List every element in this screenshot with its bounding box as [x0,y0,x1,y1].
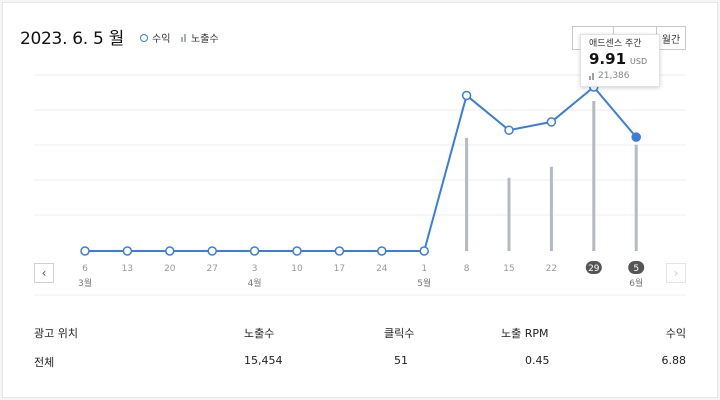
tooltip-impressions: 21,386 [598,71,630,81]
tooltip-value-row: 9.91 USD [589,50,651,71]
impressions-bar [465,137,469,251]
impressions-bar [507,177,511,251]
revenue-point [292,246,302,256]
month-label: 4월 [248,277,262,289]
tooltip-value: 9.91 [589,50,627,68]
cell-impressions: 15,454 [244,354,283,367]
cell-clicks: 51 [394,354,408,367]
legend-revenue: 수익 [140,30,170,45]
revenue-point [207,246,217,256]
revenue-point [377,246,387,256]
impressions-bar [549,166,553,251]
revenue-point [249,246,260,256]
tick-highlight [628,261,645,274]
revenue-point [461,90,472,101]
chart-prev-button[interactable]: ‹ [34,263,54,283]
cell-revenue: 6.88 [661,354,687,367]
legend-impressions-label: 노출수 [191,34,219,45]
month-label: 3월 [78,277,92,289]
col-revenue: 수익 [665,327,686,340]
x-tick-label: 29 [588,264,600,274]
impressions-icon [589,73,595,80]
x-tick-label: 3 [252,264,258,274]
x-tick-label: 22 [546,264,557,274]
tooltip-unit: USD [630,57,648,66]
revenue-legend-icon [140,33,148,42]
tooltip-title: 애드센스 주간 [589,39,642,49]
x-tick-label: 8 [464,264,470,274]
col-ad-position: 광고 위치 [34,327,78,340]
revenue-point [504,125,514,135]
revenue-line [85,86,637,252]
chevron-left-icon: ‹ [41,266,47,280]
legend-revenue-label: 수익 [152,34,171,45]
tick-highlight [585,261,602,274]
x-tick-label: 15 [503,264,514,274]
chevron-right-icon: › [673,266,679,280]
x-tick-label: 13 [122,264,133,274]
x-tick-label: 10 [291,264,303,274]
revenue-point [631,132,641,142]
revenue-point [80,246,90,256]
impressions-bar [592,101,596,251]
month-label: 5월 [417,277,431,289]
x-tick-label: 27 [206,264,217,274]
legend-impressions: 노출수 [181,30,219,45]
impressions-legend-icon [181,33,187,42]
x-tick-label: 20 [164,264,176,274]
chart-next-button[interactable]: › [666,263,686,283]
report-date-title: 2023. 6. 5 월 [20,29,124,49]
month-label: 6월 [629,277,643,289]
col-rpm: 노출 RPM [501,327,549,340]
impressions-bar [634,144,638,251]
x-tick-label: 6 [82,264,88,274]
cell-rpm: 0.45 [525,354,550,367]
tooltip-impressions-row: 21,386 [589,71,651,82]
revenue-point [122,246,133,256]
revenue-point [165,246,175,256]
col-clicks: 클릭수 [384,327,415,340]
revenue-point [334,246,345,256]
cell-ad-position: 전체 [34,356,55,369]
x-tick-label: 17 [334,264,345,274]
revenue-point [546,117,557,127]
col-impressions: 노출수 [244,327,275,340]
chart-tooltip: 애드센스 주간 9.91 USD 21,386 [580,34,660,87]
x-tick-label: 1 [421,264,427,274]
revenue-point [419,246,429,256]
x-tick-label: 24 [376,264,388,274]
x-tick-label: 5 [633,264,639,274]
